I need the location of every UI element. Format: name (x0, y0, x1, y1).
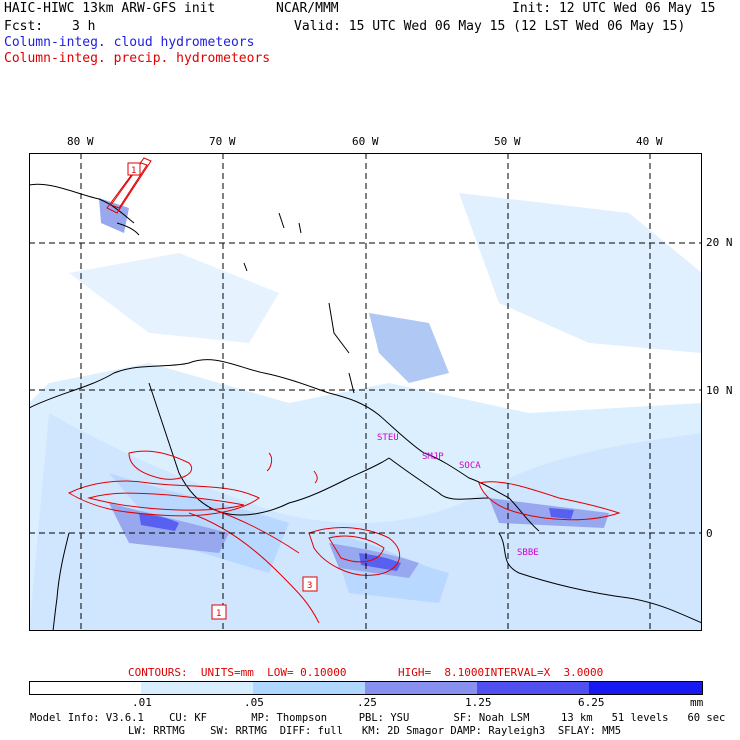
lat-label-20n: 20 N (706, 236, 733, 249)
contour-info: CONTOURS: UNITS=mm LOW= 0.10000 (128, 666, 347, 679)
lon-label-50w: 50 W (494, 135, 521, 148)
model-info-line1: Model Info: V3.6.1 CU: KF MP: Thompson P… (30, 712, 726, 724)
contour-interval: INTERVAL=X 3.0000 (484, 666, 604, 679)
model-info-line2: LW: RRTMG SW: RRTMG DIFF: full KM: 2D Sm… (128, 725, 622, 737)
svg-text:1: 1 (216, 609, 221, 619)
lat-label-0: 0 (706, 527, 713, 540)
contour-label-box-3: 1 (211, 604, 227, 620)
station-sbbe: SBBE (517, 548, 539, 558)
colorbar-cell (253, 681, 365, 695)
forecast-label: Fcst: (4, 19, 44, 34)
colorbar-label: .25 (357, 696, 377, 709)
colorbar-cell (477, 681, 589, 695)
forecast-value: 3 h (72, 19, 96, 34)
contour-high: HIGH= 8.1000 (398, 666, 485, 679)
colorbar-label: .01 (132, 696, 152, 709)
init-time: Init: 12 UTC Wed 06 May 15 (512, 1, 716, 16)
cloud-field-label: Column-integ. cloud hydrometeors (4, 35, 255, 50)
contour-label-box-1: 1 (127, 162, 141, 176)
organization: NCAR/MMM (276, 1, 339, 16)
colorbar (29, 681, 703, 695)
map-frame (29, 153, 702, 631)
svg-text:1: 1 (131, 166, 136, 176)
colorbar-cell (29, 681, 141, 695)
valid-time: Valid: 15 UTC Wed 06 May 15 (12 LST Wed … (294, 19, 686, 34)
chart-title: HAIC-HIWC 13km ARW-GFS init (4, 1, 216, 16)
contour-label-box-2: 3 (302, 576, 318, 592)
colorbar-cell (141, 681, 253, 695)
grid-lines (29, 153, 702, 631)
lon-label-80w: 80 W (67, 135, 94, 148)
coastlines (29, 183, 702, 631)
map-panel: 1 3 1 STEU SMJP SOCA SBBE (29, 153, 702, 631)
colorbar-label: 6.25 (578, 696, 605, 709)
precip-field-label: Column-integ. precip. hydrometeors (4, 51, 271, 66)
lat-label-10n: 10 N (706, 384, 733, 397)
colorbar-cell (365, 681, 477, 695)
precip-contours (67, 157, 621, 624)
colorbar-unit: mm (690, 696, 704, 709)
svg-text:3: 3 (307, 581, 312, 591)
lon-label-70w: 70 W (209, 135, 236, 148)
colorbar-label: .05 (244, 696, 264, 709)
station-steu: STEU (377, 433, 399, 443)
lon-label-40w: 40 W (636, 135, 663, 148)
station-soca: SOCA (459, 461, 481, 471)
colorbar-cell (589, 681, 703, 695)
lon-label-60w: 60 W (352, 135, 379, 148)
colorbar-label: 1.25 (465, 696, 492, 709)
station-smjp: SMJP (422, 452, 444, 462)
